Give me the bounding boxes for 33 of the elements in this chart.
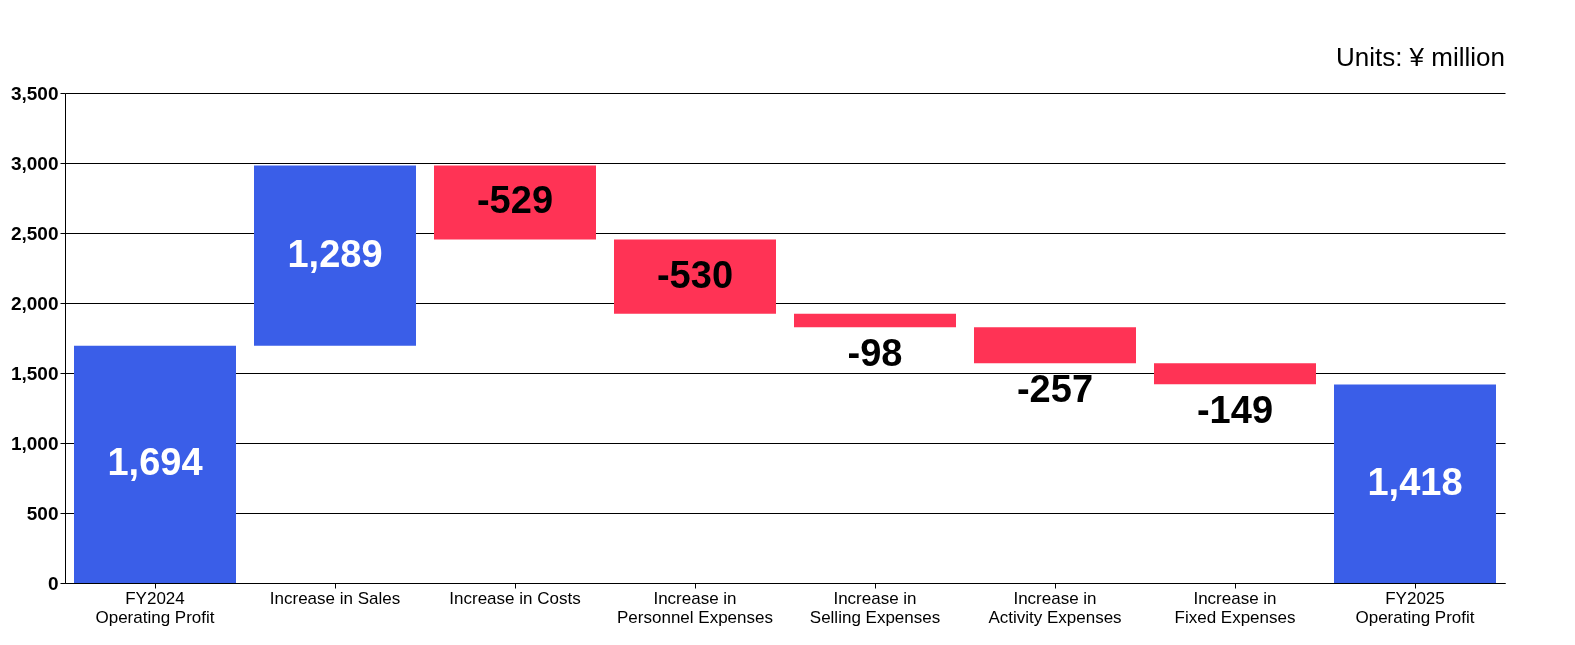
data-label: -149 — [1196, 389, 1274, 432]
bar — [1334, 384, 1496, 583]
x-tick-label: FY2025 Operating Profit — [1355, 588, 1475, 627]
data-label: 1,418 — [1367, 460, 1463, 503]
x-tick-label: Increase in Fixed Expenses — [1174, 588, 1296, 627]
y-tick-label: 2,500 — [10, 222, 59, 244]
bar — [254, 165, 416, 346]
x-tick-label: Increase in Personnel Expenses — [617, 588, 773, 627]
bar — [74, 345, 236, 583]
bar — [1154, 363, 1316, 385]
bar — [614, 239, 776, 314]
bar — [794, 313, 956, 328]
bar — [434, 165, 596, 240]
x-tick-label: Increase in Costs — [449, 588, 581, 608]
data-label: 1,694 — [107, 441, 203, 484]
data-label: -98 — [847, 332, 903, 375]
data-label: 1,289 — [287, 232, 383, 275]
text: Units: ¥ million — [1335, 42, 1505, 72]
x-tick-label: Increase in Sales — [269, 588, 401, 608]
x-tick-label: Increase in Activity Expenses — [988, 588, 1122, 627]
x-tick-label: Increase in Selling Expenses — [809, 588, 941, 627]
y-tick-label: 2,000 — [10, 292, 59, 314]
data-label: -530 — [656, 253, 734, 296]
y-tick-label: 1,500 — [10, 362, 59, 384]
y-tick-label: 3,500 — [10, 82, 59, 104]
bar — [974, 327, 1136, 364]
y-tick-label: 0 — [47, 572, 59, 594]
data-label: -257 — [1016, 368, 1094, 411]
y-tick-label: 1,000 — [10, 432, 59, 454]
y-tick-label: 3,000 — [10, 152, 59, 174]
x-tick-label: FY2024 Operating Profit — [95, 588, 215, 627]
data-label: -529 — [476, 179, 554, 222]
y-tick-label: 500 — [26, 502, 59, 524]
